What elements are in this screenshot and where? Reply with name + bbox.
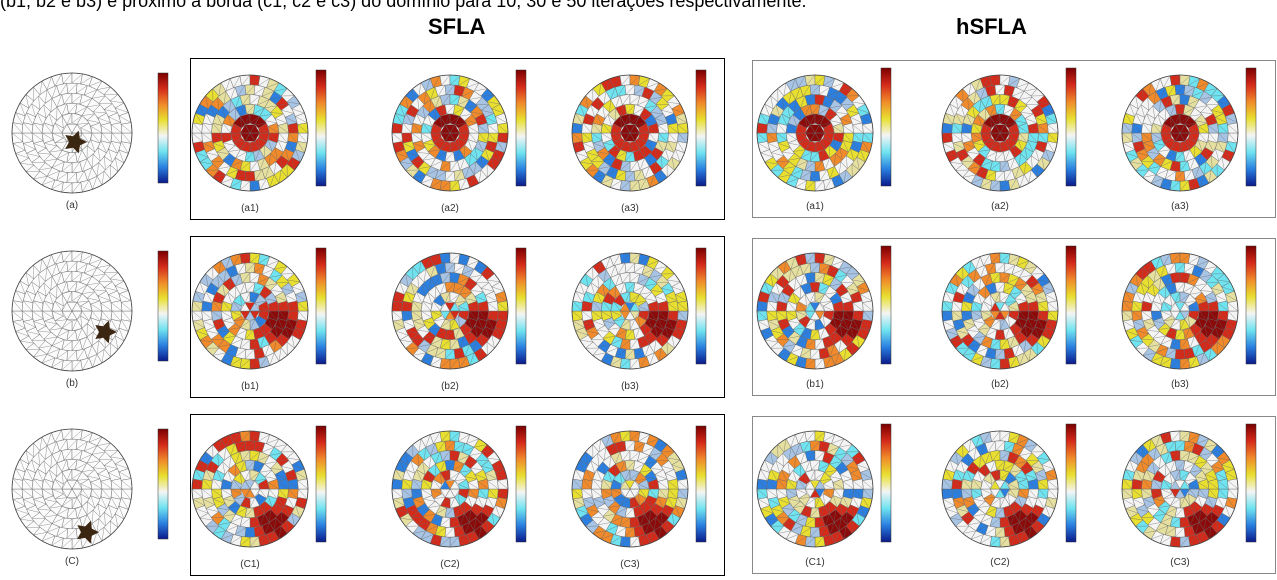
panel-label: (a2) <box>441 203 459 214</box>
panel-label: (a3) <box>1171 201 1189 212</box>
panel-label: (a3) <box>621 203 639 214</box>
panel-label: (C1) <box>240 559 260 570</box>
colorbar-sfla-0-0 <box>315 69 327 187</box>
panel-label: (a) <box>65 200 79 211</box>
panel-label: (C1) <box>805 557 825 568</box>
colorbar-sfla-1-2 <box>695 247 707 365</box>
colorbar-sfla-1-1 <box>515 247 527 365</box>
panel-label: (b3) <box>621 381 639 392</box>
colorbar-sfla-1-0 <box>315 247 327 365</box>
colorbar-hsfla-2-2 <box>1245 423 1257 543</box>
colorbar-original-0 <box>157 72 169 184</box>
panel-label: (a1) <box>806 201 824 212</box>
panel-label: (b2) <box>441 381 459 392</box>
colorbar-hsfla-0-0 <box>880 67 892 187</box>
figure-caption: (b1, b2 e b3) e próximo à borda (c1, c2 … <box>0 0 807 11</box>
hsfla-heading: hSFLA <box>956 14 1027 39</box>
panel-label: (b1) <box>241 381 259 392</box>
panel-label: (a1) <box>241 203 259 214</box>
panel-label: (b) <box>65 378 79 389</box>
panel-label: (C2) <box>990 557 1010 568</box>
colorbar-sfla-2-1 <box>515 425 527 543</box>
colorbar-hsfla-0-2 <box>1245 67 1257 187</box>
panel-label: (C) <box>65 556 79 567</box>
panel-label: (C3) <box>1170 557 1190 568</box>
panel-label: (C3) <box>620 559 640 570</box>
colorbar-hsfla-1-0 <box>880 245 892 365</box>
colorbar-hsfla-0-1 <box>1065 67 1077 187</box>
panel-label: (a2) <box>991 201 1009 212</box>
colorbar-sfla-2-2 <box>695 425 707 543</box>
colorbar-sfla-0-2 <box>695 69 707 187</box>
colorbar-sfla-0-1 <box>515 69 527 187</box>
colorbar-hsfla-2-1 <box>1065 423 1077 543</box>
panel-label: (b2) <box>991 379 1009 390</box>
colorbar-original-1 <box>157 250 169 362</box>
panel-label: (b1) <box>806 379 824 390</box>
colorbar-original-2 <box>157 428 169 540</box>
colorbar-sfla-2-0 <box>315 425 327 543</box>
colorbar-hsfla-1-2 <box>1245 245 1257 365</box>
colorbar-hsfla-1-1 <box>1065 245 1077 365</box>
panel-label: (C2) <box>440 559 460 570</box>
colorbar-hsfla-2-0 <box>880 423 892 543</box>
panel-label: (b3) <box>1171 379 1189 390</box>
sfla-heading: SFLA <box>428 14 486 39</box>
